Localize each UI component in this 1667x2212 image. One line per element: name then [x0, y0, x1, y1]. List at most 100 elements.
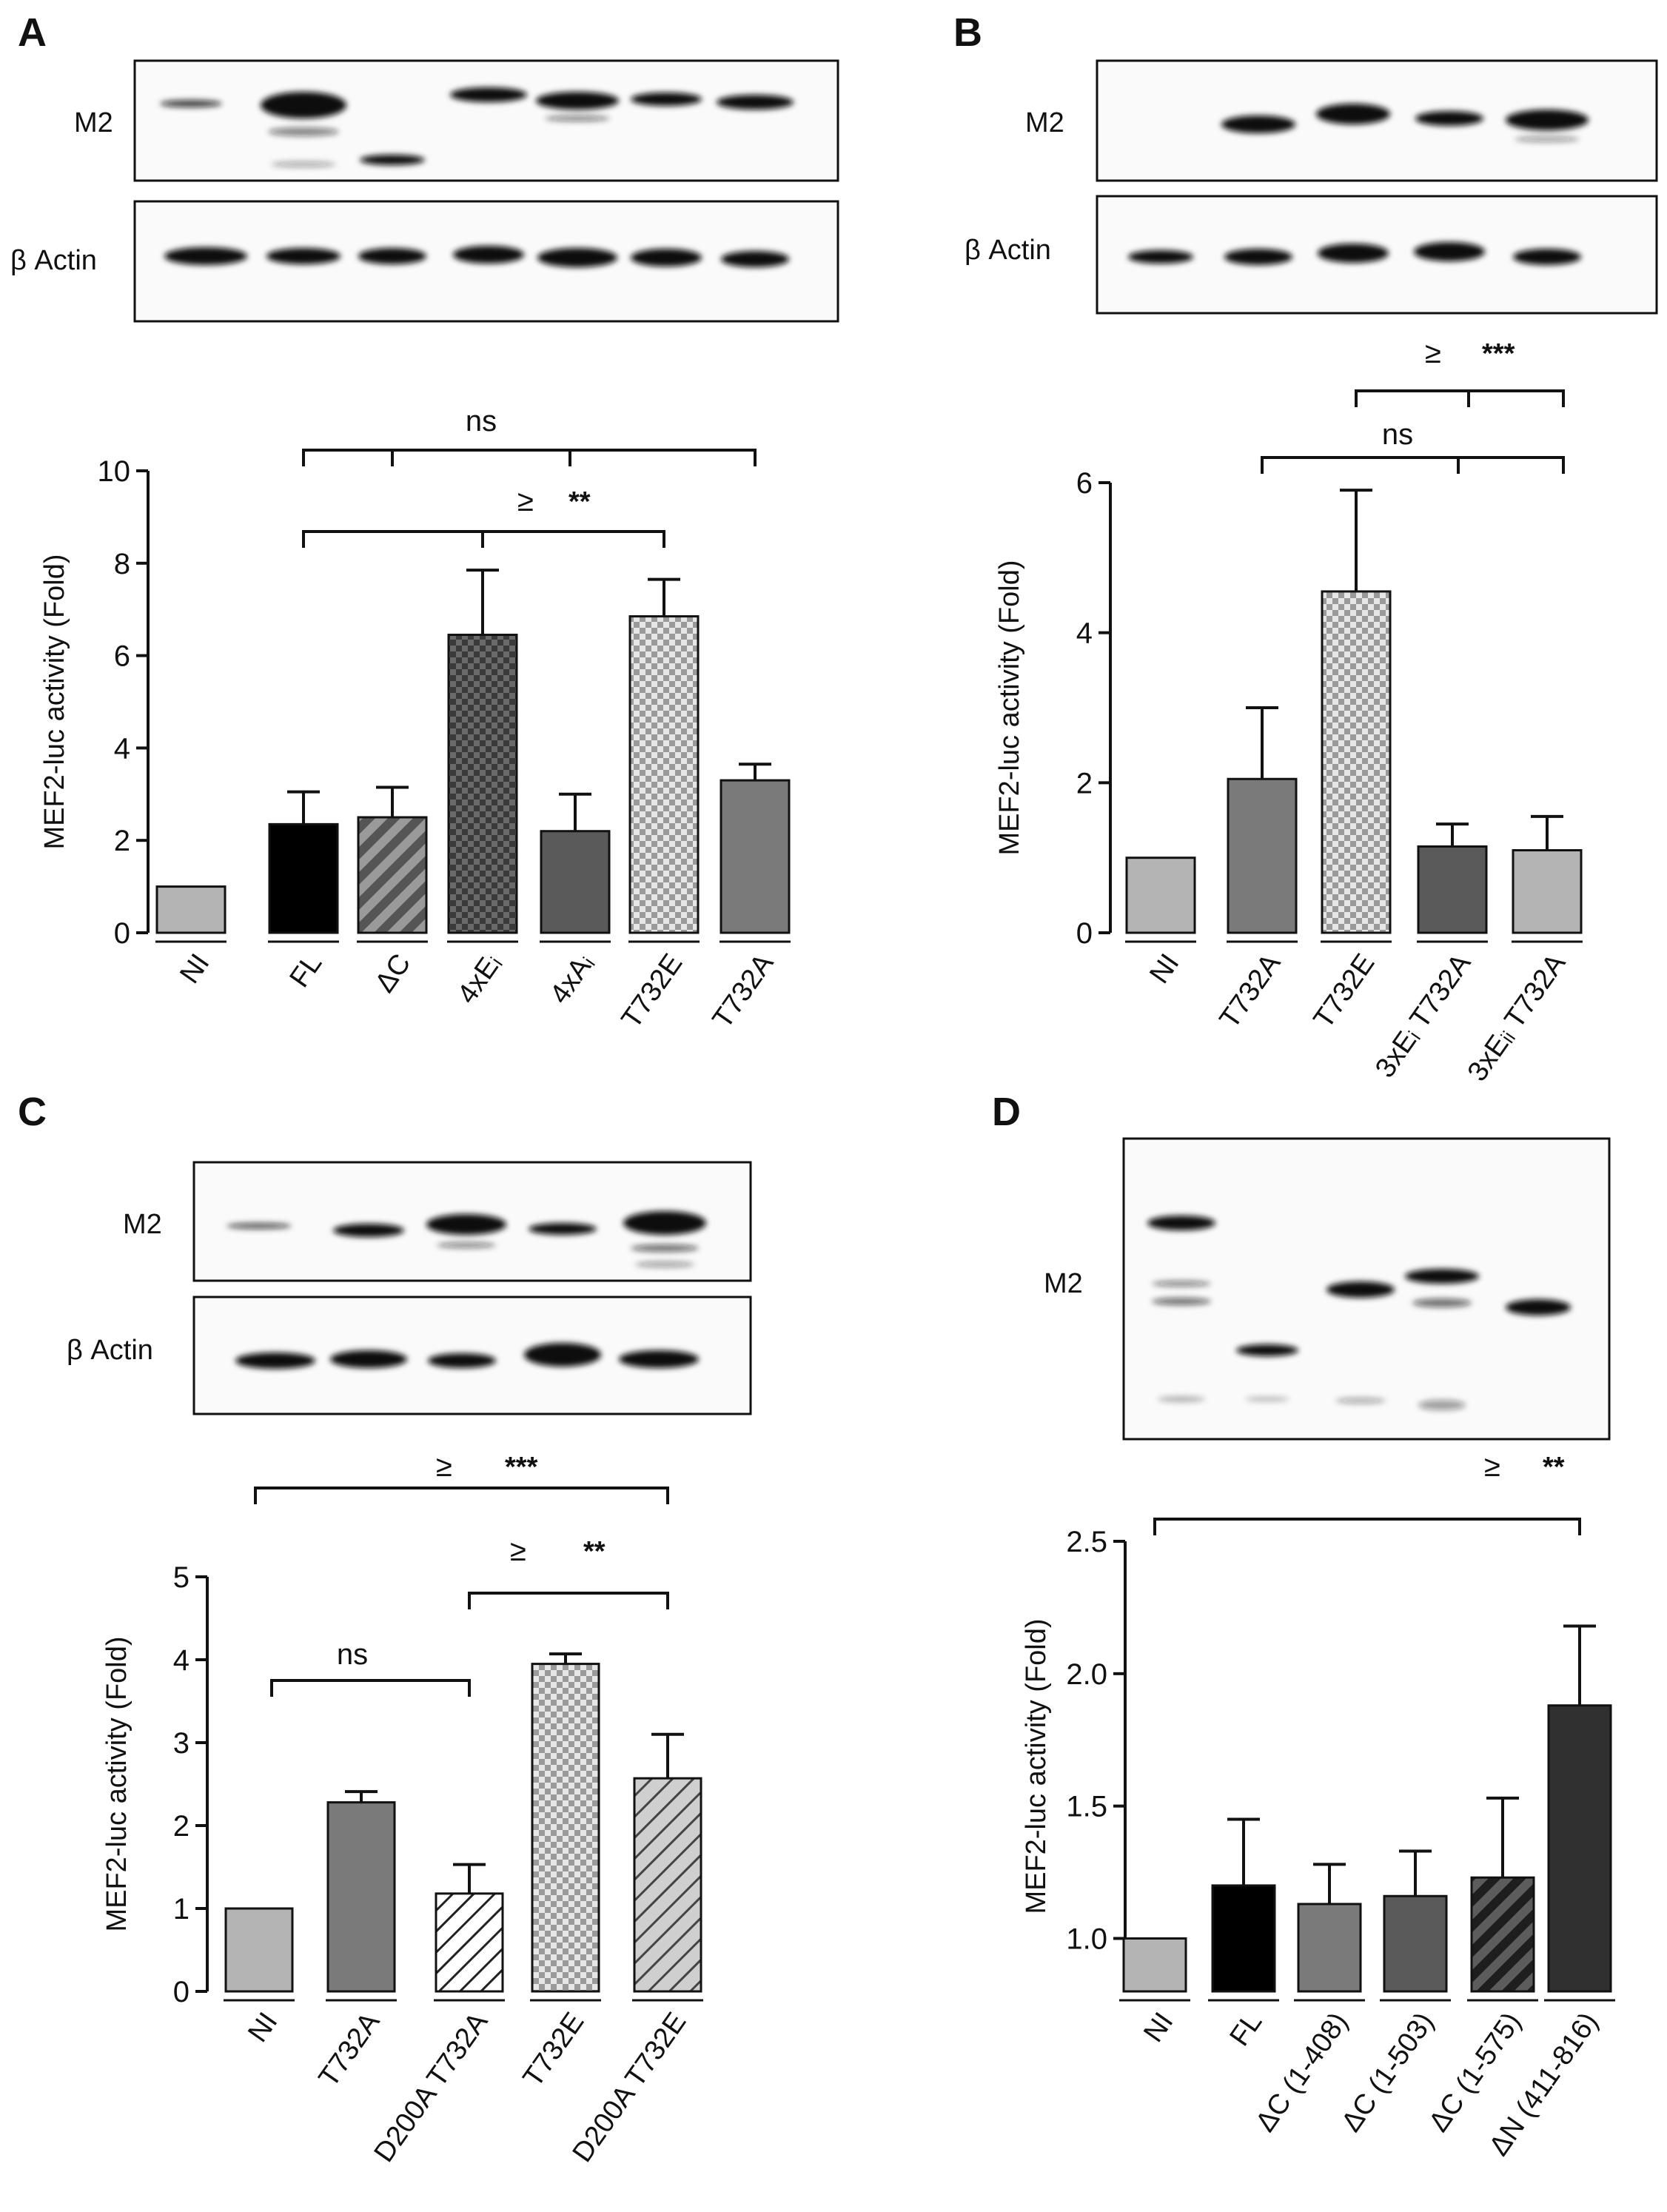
x-category-label: T732E — [616, 948, 689, 1034]
y-tick-label: 4 — [114, 732, 130, 765]
y-axis-label: MEF2-luc activity (Fold) — [1021, 1618, 1052, 1914]
blot-c-actin — [192, 1296, 752, 1415]
bar — [1417, 845, 1488, 934]
y-tick-label: 2 — [114, 825, 130, 857]
x-category-label: T732E — [1308, 948, 1381, 1034]
significance-stars: ** — [1543, 1452, 1565, 1483]
significance-label: ≥ — [1425, 337, 1441, 369]
x-category-label: 4xAᵢ — [544, 948, 600, 1010]
panel-letter-c: C — [18, 1090, 47, 1134]
x-category-label: FL — [284, 948, 329, 993]
significance-label: ns — [466, 405, 497, 438]
bar — [1125, 857, 1196, 934]
bar — [1227, 777, 1298, 934]
bar — [268, 822, 339, 934]
y-tick-label: 6 — [114, 640, 130, 673]
bar — [628, 615, 700, 934]
y-tick-label: 2.5 — [1066, 1526, 1107, 1558]
y-axis-label: MEF2-luc activity (Fold) — [101, 1636, 133, 1931]
significance-label: ns — [1382, 418, 1413, 451]
bar — [720, 779, 791, 934]
x-category-label: FL — [1224, 2007, 1269, 2051]
significance-stars: ** — [583, 1536, 606, 1567]
bar — [224, 1907, 294, 1993]
y-tick-label: 1 — [173, 1893, 189, 1926]
y-tick-label: 2 — [173, 1810, 189, 1843]
blot-c-m2-label: M2 — [123, 1209, 162, 1240]
bar — [155, 885, 227, 934]
y-tick-label: 4 — [173, 1644, 189, 1677]
x-category-label: 4xEᵢ — [452, 948, 507, 1010]
bar — [1122, 1937, 1187, 1993]
bar — [540, 830, 611, 934]
x-category-label: 3xEᵢ T732A — [1369, 948, 1478, 1084]
x-category-label: T732A — [313, 2007, 386, 2093]
y-tick-label: 1.5 — [1066, 1791, 1107, 1823]
bar — [357, 816, 428, 934]
bar — [1547, 1704, 1612, 1993]
blot-d-m2 — [1122, 1137, 1611, 1441]
y-tick-label: 3 — [173, 1727, 189, 1760]
significance-label: ≥ — [510, 1535, 526, 1567]
chart-panel-c: 0 1 2 3 4 5 MEF2-luc activity (Fold) NI T732AD20… — [101, 1450, 703, 2168]
y-tick-label: 8 — [114, 548, 130, 580]
y-tick-label: 10 — [98, 455, 131, 488]
bar — [1512, 849, 1583, 934]
y-tick-label: 2.0 — [1066, 1658, 1107, 1691]
x-category-label: T732E — [517, 2007, 591, 2093]
bar — [531, 1663, 600, 1993]
significance-stars: ** — [568, 486, 591, 517]
blot-a-m2 — [133, 59, 839, 182]
significance-label: ≥ — [436, 1450, 452, 1483]
y-axis-label: MEF2-luc activity (Fold) — [39, 554, 70, 849]
x-category-label: ΔC — [369, 948, 417, 998]
bar — [447, 634, 518, 934]
x-category-label: NI — [1144, 948, 1185, 989]
bar — [1383, 1894, 1448, 1993]
x-category-label: T732A — [707, 948, 780, 1034]
y-tick-label: 6 — [1076, 467, 1093, 500]
significance-label: ns — [337, 1638, 368, 1671]
chart-panel-b: 0 2 4 6 MEF2-luc activity (Fold) NI T732A T732E… — [994, 337, 1583, 1087]
y-tick-label: 0 — [173, 1976, 189, 2008]
blot-b-actin — [1096, 195, 1658, 315]
chart-panel-d: 1.0 1.5 2.0 2.5 MEF2-luc activity (Fold) NI FL… — [1021, 1450, 1615, 2162]
bar — [1470, 1876, 1535, 1993]
blot-d-m2-label: M2 — [1044, 1268, 1083, 1299]
y-tick-label: 5 — [173, 1561, 189, 1594]
bar — [1211, 1884, 1276, 1993]
panel-letter-b: B — [953, 10, 982, 55]
x-category-label: NI — [1138, 2007, 1179, 2048]
blot-c-m2 — [192, 1161, 752, 1282]
significance-label: ≥ — [1484, 1450, 1500, 1483]
significance-stars: *** — [1482, 338, 1515, 369]
y-axis-label: MEF2-luc activity (Fold) — [994, 560, 1025, 855]
x-category-label: D200A T732A — [369, 2007, 494, 2168]
blot-b-actin-label: β Actin — [965, 235, 1051, 266]
bar — [326, 1801, 396, 1993]
chart-panel-a: 0 2 4 6 8 10 MEF2-luc activity (Fold) NI FL ΔC 4xE… — [39, 405, 791, 1034]
blot-a-actin — [133, 200, 839, 323]
bar — [633, 1777, 702, 1993]
y-tick-label: 1.0 — [1066, 1923, 1107, 1955]
panel-letter-d: D — [992, 1090, 1021, 1134]
y-tick-label: 2 — [1076, 767, 1093, 800]
panel-letter-a: A — [18, 10, 47, 55]
blot-b-m2-label: M2 — [1025, 107, 1064, 138]
y-tick-label: 0 — [1076, 917, 1093, 950]
blot-a-m2-label: M2 — [74, 107, 113, 138]
blot-b-m2 — [1096, 59, 1658, 182]
significance-label: ≥ — [517, 485, 534, 517]
blot-a-actin-label: β Actin — [10, 245, 97, 276]
x-category-label: T732A — [1214, 948, 1287, 1034]
blot-c-actin-label: β Actin — [67, 1335, 153, 1366]
bar — [1321, 590, 1392, 934]
bar — [1297, 1903, 1362, 1993]
x-category-label: 3xEᵢᵢ T732A — [1462, 948, 1572, 1087]
significance-stars: *** — [505, 1452, 538, 1483]
y-tick-label: 4 — [1076, 617, 1093, 650]
x-category-label: NI — [174, 948, 215, 989]
x-category-label: NI — [242, 2007, 284, 2048]
y-tick-label: 0 — [114, 917, 130, 950]
